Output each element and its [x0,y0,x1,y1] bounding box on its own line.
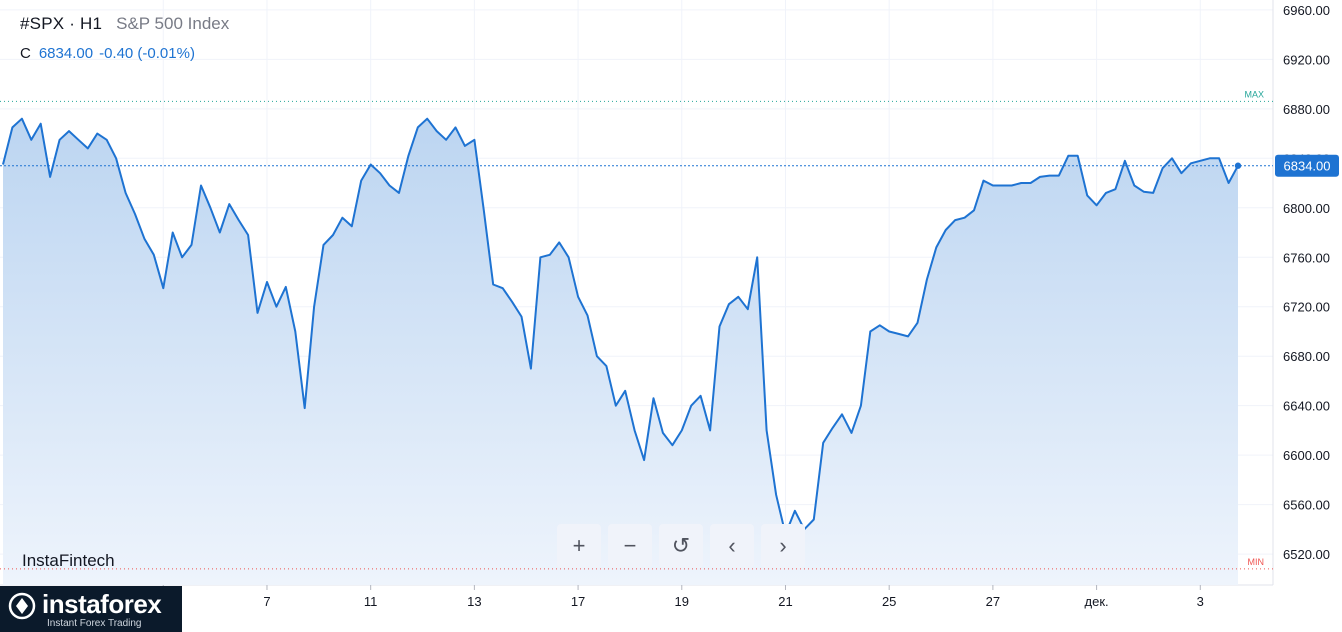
y-tick-label: 6640.00 [1283,399,1330,414]
x-tick-label: 3 [1197,594,1204,609]
y-tick-label: 6520.00 [1283,547,1330,562]
x-tick-label: 25 [882,594,896,609]
zoom-out-button[interactable]: − [608,524,652,568]
close-label: C [20,45,31,62]
plus-icon: + [572,533,586,558]
chart-header: #SPX · H1 S&P 500 Index [20,14,229,34]
change-value: -0.40 (-0.01%) [99,45,195,62]
y-tick-label: 6680.00 [1283,349,1330,364]
instaforex-logo-icon [8,592,36,620]
x-tick-label: 17 [571,594,585,609]
y-tick-label: 6600.00 [1283,448,1330,463]
last-price-label: 6834.00 [1284,159,1331,174]
x-tick-label: 21 [778,594,792,609]
symbol-description: S&P 500 Index [116,14,230,33]
scroll-right-button[interactable]: › [761,524,805,568]
zoom-in-button[interactable]: + [557,524,601,568]
x-tick-label: 11 [364,594,378,609]
y-tick-label: 6960.00 [1283,3,1330,18]
max-label: MAX [1244,89,1264,99]
y-tick-label: 6920.00 [1283,52,1330,67]
x-tick-label: 7 [263,594,270,609]
x-tick-label: дек. [1085,594,1109,609]
x-tick-label: 13 [467,594,481,609]
ohlc-readout: C 6834.00 -0.40 (-0.01%) [20,45,195,62]
chart-watermark: InstaFintech [22,551,115,570]
chevron-left-icon: ‹ [728,533,736,558]
y-tick-label: 6760.00 [1283,250,1330,265]
y-tick-label: 6880.00 [1283,102,1330,117]
y-tick-label: 6560.00 [1283,498,1330,513]
minus-icon: − [623,533,637,558]
x-tick-label: 27 [986,594,1000,609]
brand-badge[interactable]: instaforex Instant Forex Trading [0,586,182,632]
y-tick-label: 6800.00 [1283,201,1330,216]
price-series-line [2,117,1239,536]
brand-tagline: Instant Forex Trading [47,618,142,629]
scroll-left-button[interactable]: ‹ [710,524,754,568]
reset-icon: ↺ [671,533,691,558]
min-label: MIN [1248,557,1265,567]
price-area-fill [3,118,1238,585]
x-tick-label: 19 [675,594,689,609]
close-value: 6834.00 [38,45,94,62]
last-price-marker [1234,162,1242,169]
brand-name: instaforex [42,589,162,619]
y-tick-label: 6720.00 [1283,300,1330,315]
chevron-right-icon: › [779,533,787,558]
symbol-label[interactable]: #SPX · H1 [20,14,103,33]
reset-button[interactable]: ↺ [659,524,703,568]
last-price-tag [1275,154,1339,177]
